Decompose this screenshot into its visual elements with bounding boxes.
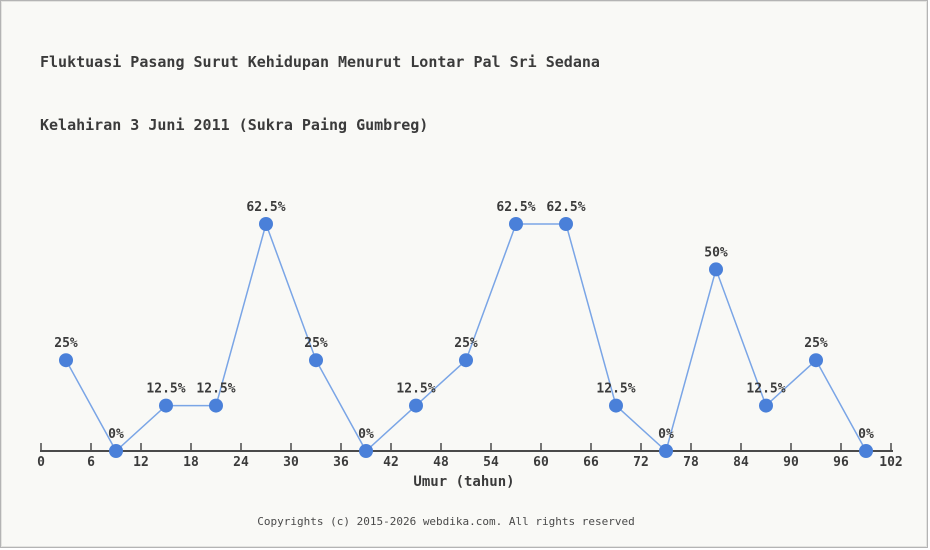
data-point-label: 62.5% xyxy=(496,200,535,215)
data-point-label: 25% xyxy=(304,336,328,351)
x-tick-label: 6 xyxy=(87,455,95,470)
x-tick-label: 12 xyxy=(133,455,149,470)
data-point-label: 12.5% xyxy=(146,382,185,397)
data-point xyxy=(659,444,673,458)
data-point-label: 0% xyxy=(358,427,374,442)
data-point-label: 25% xyxy=(54,336,78,351)
data-point-label: 25% xyxy=(804,336,828,351)
x-axis-title: Umur (tahun) xyxy=(413,474,515,490)
copyright-footer: Copyrights (c) 2015-2026 webdika.com. Al… xyxy=(257,515,635,528)
x-tick-label: 90 xyxy=(783,455,799,470)
data-point xyxy=(159,398,173,413)
data-point xyxy=(809,353,823,368)
x-tick-label: 48 xyxy=(433,455,449,470)
data-point-label: 62.5% xyxy=(546,200,585,215)
x-tick-label: 36 xyxy=(333,455,349,470)
data-point-label: 0% xyxy=(658,427,674,442)
data-point xyxy=(209,398,223,413)
data-point xyxy=(109,444,123,458)
data-point xyxy=(459,353,473,368)
data-point xyxy=(759,398,773,413)
data-point-label: 0% xyxy=(858,427,874,442)
x-tick-label: 102 xyxy=(879,455,902,470)
data-point xyxy=(259,217,273,231)
x-tick-label: 30 xyxy=(283,455,299,470)
data-point xyxy=(709,262,723,277)
data-point-label: 25% xyxy=(454,336,478,351)
data-point xyxy=(859,444,873,458)
x-tick-label: 42 xyxy=(383,455,399,470)
data-point xyxy=(509,217,523,231)
data-point-label: 0% xyxy=(108,427,124,442)
x-tick-label: 84 xyxy=(733,455,749,470)
chart-title: Fluktuasi Pasang Surut Kehidupan Menurut… xyxy=(40,10,600,178)
x-tick-label: 18 xyxy=(183,455,199,470)
data-point xyxy=(559,217,573,231)
x-tick-label: 66 xyxy=(583,455,599,470)
x-tick-label: 72 xyxy=(633,455,649,470)
data-point xyxy=(609,398,623,413)
x-tick-label: 54 xyxy=(483,455,499,470)
data-point-label: 12.5% xyxy=(196,382,235,397)
x-tick-label: 24 xyxy=(233,455,249,470)
x-tick-label: 78 xyxy=(683,455,699,470)
x-tick-label: 0 xyxy=(37,455,45,470)
data-point xyxy=(309,353,323,368)
data-point xyxy=(59,353,73,368)
x-tick-label: 96 xyxy=(833,455,849,470)
chart-title-line2: Kelahiran 3 Juni 2011 (Sukra Paing Gumbr… xyxy=(40,116,429,134)
data-point-label: 12.5% xyxy=(596,382,635,397)
chart-title-line1: Fluktuasi Pasang Surut Kehidupan Menurut… xyxy=(40,53,600,71)
data-point xyxy=(359,444,373,458)
data-point-label: 12.5% xyxy=(396,382,435,397)
data-point-label: 62.5% xyxy=(246,200,285,215)
data-point-label: 50% xyxy=(704,245,728,260)
data-point xyxy=(409,398,423,413)
data-point-label: 12.5% xyxy=(746,382,785,397)
x-tick-label: 60 xyxy=(533,455,549,470)
